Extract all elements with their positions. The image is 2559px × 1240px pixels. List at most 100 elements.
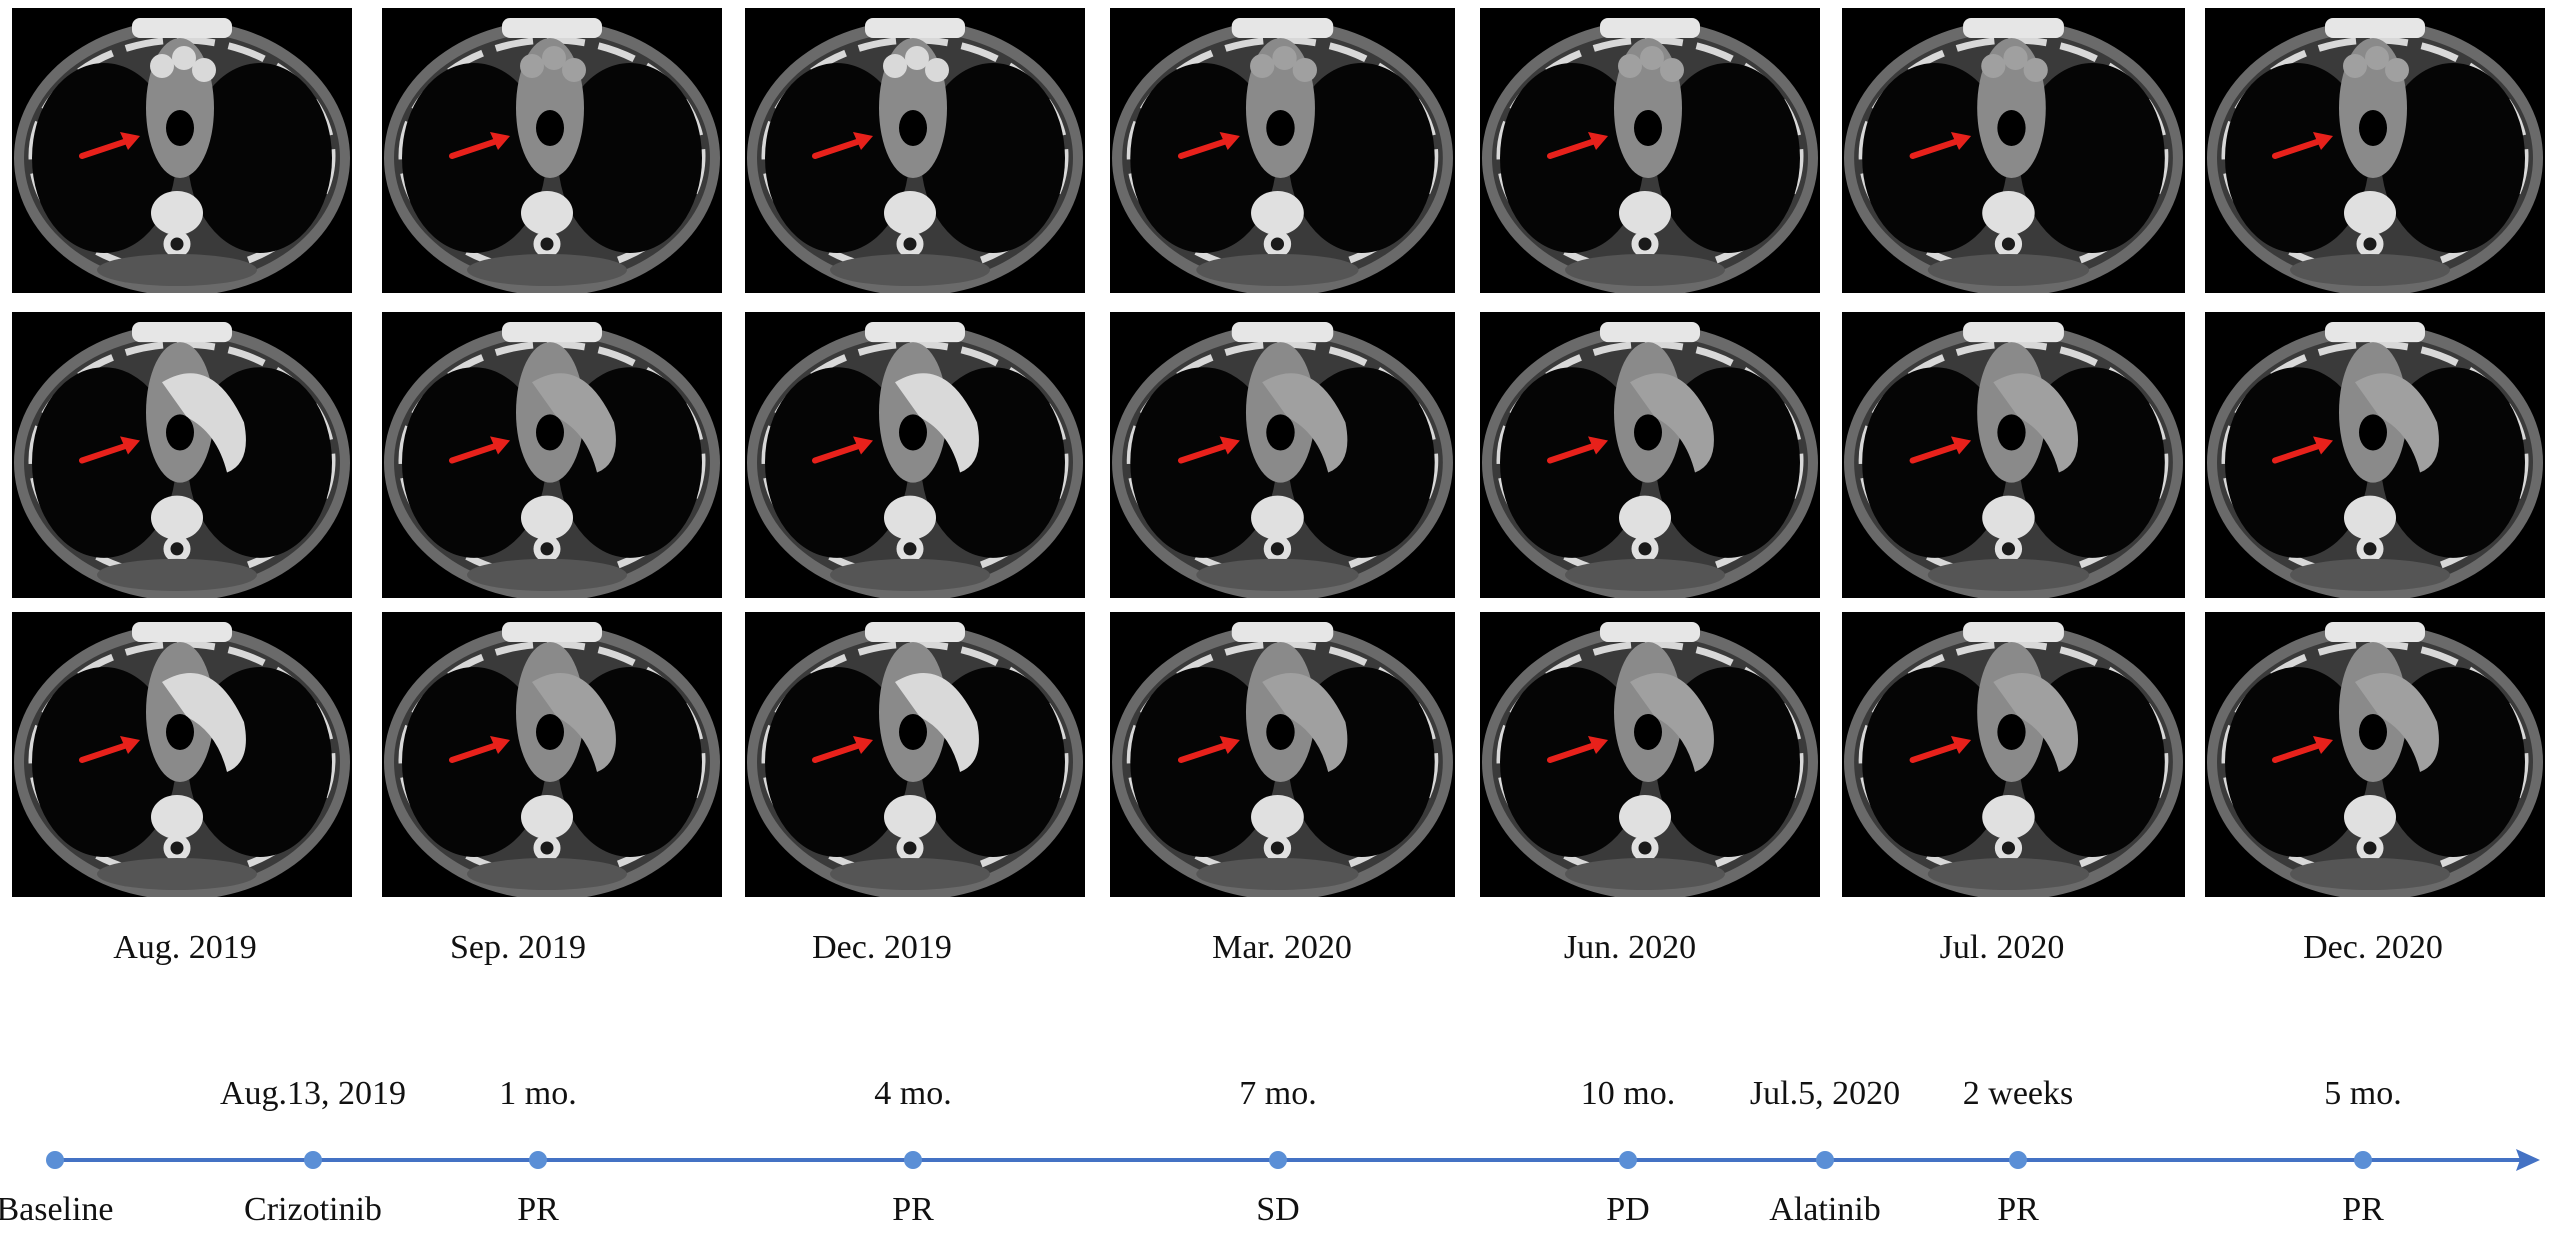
aortic-arch (2355, 373, 2439, 473)
vertebral-body (1982, 495, 2035, 540)
paraspinal-muscles (1927, 558, 2090, 591)
ct-slice-image (1110, 8, 1455, 293)
great-vessel (520, 54, 544, 78)
aortic-arch (1262, 373, 1348, 473)
spinal-canal (1631, 834, 1659, 862)
great-vessel (542, 46, 566, 70)
right-lung (1500, 367, 1644, 558)
ct-slice-image (12, 8, 352, 293)
paraspinal-muscles (97, 858, 257, 890)
scan-date-label: Mar. 2020 (1212, 929, 1352, 966)
great-vessel (1250, 54, 1275, 78)
right-lung (765, 63, 909, 253)
ct-scan-panel (382, 312, 722, 598)
ct-scan-panel (1110, 312, 1455, 598)
great-vessel (905, 46, 929, 70)
timeline-event-label: PD (1606, 1191, 1650, 1228)
ct-slice-image (745, 8, 1085, 293)
aortic-arch (1630, 373, 1714, 473)
vertebral-body (884, 495, 936, 540)
ct-scan-panel (12, 612, 352, 897)
trachea (2359, 714, 2387, 750)
vertebral-body (1619, 191, 1671, 235)
ct-scan-panel (1480, 8, 1820, 293)
trachea (1997, 714, 2026, 750)
great-vessel (925, 58, 949, 82)
timeline-interval-label: 2 weeks (1962, 1075, 2074, 1112)
ct-scan-panel (12, 8, 352, 293)
timeline-interval-label: Aug.13, 2019 (219, 1075, 407, 1112)
trachea (1634, 110, 1662, 146)
vertebral-body (2344, 495, 2396, 540)
great-vessel (2365, 46, 2389, 70)
ct-slice-image (2205, 8, 2545, 293)
timeline-event-label: SD (1256, 1191, 1300, 1228)
ct-slice-image (1480, 8, 1820, 293)
ct-scan-panel (745, 612, 1085, 897)
lesion-arrow-icon (812, 436, 873, 464)
sternum (132, 622, 232, 642)
lesion-arrow-icon (79, 436, 140, 464)
trachea (166, 110, 194, 146)
trachea (899, 110, 927, 146)
scan-date-label: Jun. 2020 (1563, 929, 1697, 966)
spinal-canal (1263, 535, 1292, 563)
timeline-event-label: PR (517, 1191, 559, 1228)
timeline-event-label: PR (892, 1191, 934, 1228)
paraspinal-muscles (1196, 558, 1359, 591)
lesion-arrow-icon (1909, 736, 1972, 763)
paraspinal-muscles (467, 858, 627, 890)
paraspinal-muscles (1565, 858, 1725, 890)
spinal-canal (163, 230, 191, 258)
trachea (1634, 714, 1662, 750)
timeline-event-marker (304, 1151, 322, 1169)
paraspinal-muscles (2290, 254, 2450, 286)
spinal-canal (533, 834, 561, 862)
spinal-canal (1631, 535, 1659, 563)
spinal-canal (2356, 834, 2384, 862)
vertebral-body (151, 795, 203, 839)
ct-slice-image (12, 612, 352, 897)
spinal-canal (1994, 230, 2023, 258)
paraspinal-muscles (1196, 254, 1359, 286)
great-vessel (1618, 54, 1642, 78)
spinal-canal (1994, 834, 2023, 862)
trachea (2359, 414, 2387, 451)
spinal-canal (163, 535, 191, 563)
treatment-timeline (46, 1149, 2540, 1171)
left-lung (2019, 63, 2165, 253)
timeline-event-marker (529, 1151, 547, 1169)
lesion-arrow-icon (1909, 132, 1972, 159)
right-lung (402, 63, 546, 253)
paraspinal-muscles (467, 254, 627, 286)
sternum (2325, 322, 2425, 343)
great-vessel (2343, 54, 2367, 78)
paraspinal-muscles (97, 254, 257, 286)
spinal-canal (2356, 230, 2384, 258)
paraspinal-muscles (2290, 858, 2450, 890)
spinal-canal (896, 230, 924, 258)
timeline-event-label: PR (2342, 1191, 2384, 1228)
right-lung (32, 63, 176, 253)
aortic-arch (895, 373, 979, 473)
vertebral-body (1251, 191, 1304, 235)
vertebral-body (884, 795, 936, 839)
trachea (899, 714, 927, 750)
ct-scan-panel (1110, 8, 1455, 293)
sternum (1600, 322, 1700, 343)
left-lung (921, 63, 1065, 253)
great-vessel (2385, 58, 2409, 82)
aortic-arch (895, 673, 979, 772)
timeline-event-label: PR (1997, 1191, 2039, 1228)
ct-scan-panel (1842, 312, 2185, 598)
trachea (1266, 414, 1295, 451)
spinal-canal (533, 535, 561, 563)
paraspinal-muscles (1196, 858, 1359, 890)
timeline-interval-label: 7 mo. (1239, 1075, 1317, 1112)
aortic-arch (2355, 673, 2439, 772)
vertebral-body (2344, 191, 2396, 235)
sternum (1231, 18, 1334, 38)
sternum (1600, 18, 1700, 38)
right-lung (1862, 667, 2008, 857)
